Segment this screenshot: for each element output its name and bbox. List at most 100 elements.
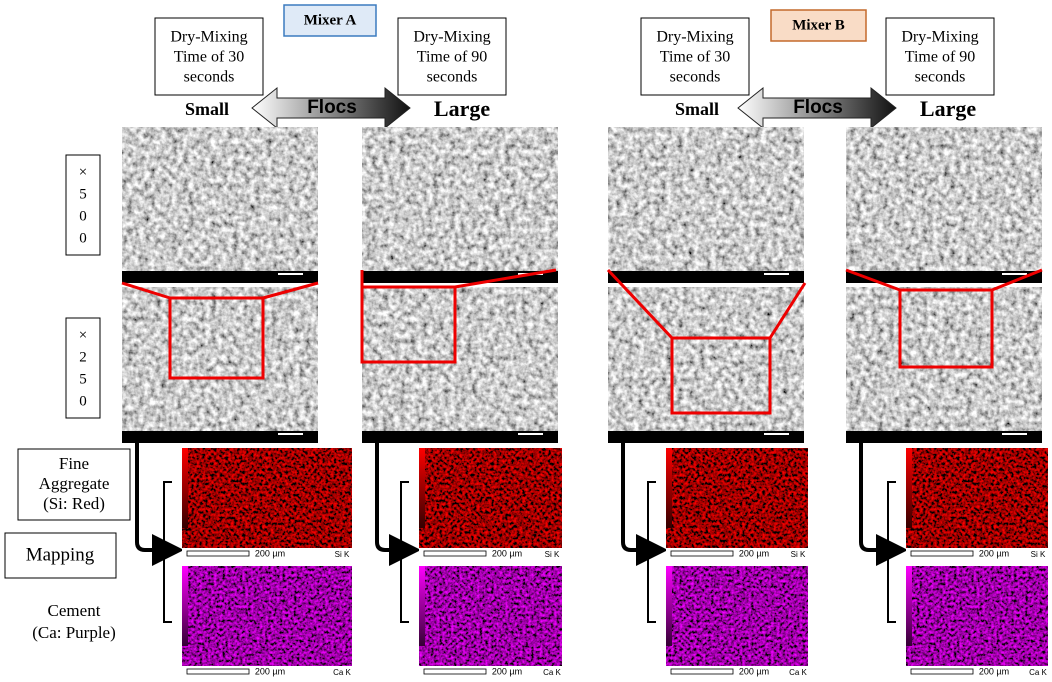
zoom-region (898, 288, 994, 369)
double-arrow (737, 86, 897, 130)
eds-map (419, 566, 562, 680)
side-label: Cement (48, 601, 101, 620)
double-arrow (251, 86, 411, 130)
scale-bar (1002, 273, 1027, 275)
scale-bar (423, 550, 487, 557)
scale-label: 200 µm (739, 666, 769, 676)
scale-bar (186, 668, 250, 675)
magnification-label: 0 (79, 393, 87, 409)
element-label: Si K (791, 550, 806, 559)
color-bar (182, 566, 188, 646)
scale-label: 200 µm (255, 666, 285, 676)
zoom-region (360, 285, 457, 364)
time-label: seconds (670, 69, 721, 86)
sem-image (362, 127, 558, 283)
scale-label: 200 µm (739, 548, 769, 558)
scale-bar (764, 433, 789, 435)
color-bar (182, 448, 188, 528)
zoom-line (262, 281, 319, 300)
sem-image (846, 287, 1042, 443)
zoom-line (991, 268, 1043, 292)
time-box (640, 17, 750, 96)
time-box (397, 17, 507, 96)
eds-map (666, 566, 808, 680)
scale-bar-strip (362, 271, 558, 283)
magnification-label: 0 (79, 208, 87, 224)
time-box (885, 17, 995, 96)
scale-bar (278, 433, 303, 435)
connector-arrow (859, 443, 908, 566)
label-box (17, 448, 131, 521)
eds-map (182, 566, 352, 680)
color-bar (666, 566, 672, 646)
bracket (887, 481, 896, 623)
magnification-label: 2 (79, 349, 87, 365)
sem-image (608, 287, 804, 443)
time-label: Dry-Mixing (901, 29, 978, 46)
bracket (163, 481, 172, 623)
mixer-label: Mixer A (304, 12, 357, 28)
zoom-region (670, 336, 772, 415)
scale-label: 200 µm (492, 666, 522, 676)
time-label: Time of 30 (174, 49, 245, 66)
scale-bar (1002, 433, 1027, 435)
scale-bar (670, 668, 734, 675)
scale-bar-strip (362, 431, 558, 443)
scale-bar-strip (846, 271, 1042, 283)
element-label: Ca K (543, 668, 561, 677)
time-label: seconds (915, 69, 966, 86)
mixer-box (770, 9, 867, 42)
element-label: Si K (1031, 550, 1046, 559)
connector-arrow (135, 443, 184, 566)
zoom-line (454, 268, 557, 289)
scale-bar-strip (122, 431, 318, 443)
time-label: seconds (184, 69, 235, 86)
connector-arrow (375, 443, 421, 566)
connector-arrow (621, 443, 668, 566)
magnification-label: × (79, 327, 87, 343)
scale-bar-strip (608, 431, 804, 443)
magnification-label: 0 (79, 230, 87, 246)
magnification-label: 5 (79, 186, 87, 202)
element-label: Si K (335, 550, 350, 559)
zoom-region (168, 296, 265, 380)
magnification-box (65, 154, 101, 256)
mixer-box (283, 4, 377, 37)
scale-bar (764, 273, 789, 275)
scale-bar-strip (608, 271, 804, 283)
scale-label: 200 µm (979, 666, 1009, 676)
time-label: Dry-Mixing (413, 29, 490, 46)
color-bar (419, 448, 425, 528)
size-label: Small (185, 99, 229, 119)
sem-image (122, 287, 318, 443)
scale-bar (423, 668, 487, 675)
scale-bar-strip (122, 271, 318, 283)
scale-bar (670, 550, 734, 557)
time-label: Time of 90 (905, 49, 976, 66)
scale-bar-strip (846, 431, 1042, 443)
color-bar (906, 566, 912, 646)
eds-map (906, 566, 1048, 680)
bracket (400, 481, 409, 623)
time-label: Dry-Mixing (170, 29, 247, 46)
flocs-label: Flocs (307, 97, 357, 118)
flocs-label: Flocs (793, 97, 843, 118)
label-box (4, 532, 117, 579)
size-label: Large (920, 96, 976, 121)
bracket (647, 481, 656, 623)
color-bar (419, 566, 425, 646)
element-label: Ca K (789, 668, 807, 677)
side-label: (Si: Red) (43, 494, 105, 513)
magnification-label: × (79, 164, 87, 180)
sem-image (608, 127, 804, 283)
time-box (154, 17, 264, 96)
size-label: Large (434, 96, 490, 121)
color-bar (906, 448, 912, 528)
color-bar (666, 448, 672, 528)
side-label: Aggregate (39, 474, 110, 493)
zoom-line (845, 268, 901, 292)
eds-map (419, 448, 562, 562)
time-label: Dry-Mixing (656, 29, 733, 46)
time-label: Time of 30 (660, 49, 731, 66)
